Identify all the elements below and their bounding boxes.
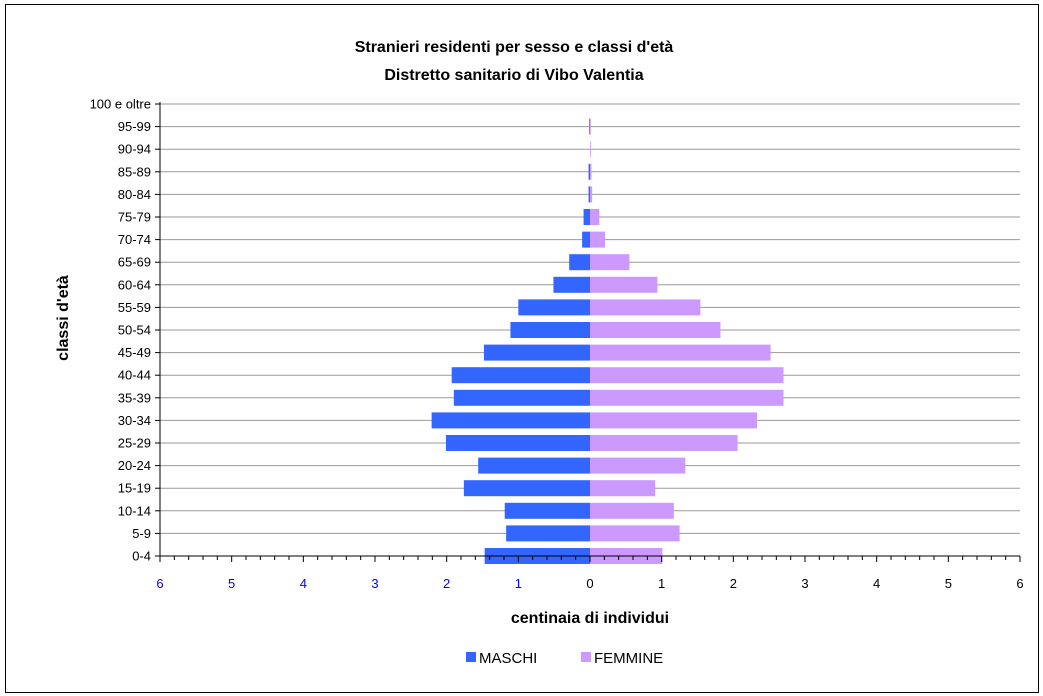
- bar-femmine-35-39: [590, 389, 784, 406]
- bar-femmine-90-94: [590, 141, 591, 158]
- bar-maschi-5-9: [506, 525, 590, 542]
- y-tick-label: 80-84: [118, 187, 151, 202]
- bar-maschi-70-74: [582, 231, 590, 248]
- x-tick-label: 4: [300, 576, 307, 591]
- y-axis-title: classi d'età: [55, 275, 72, 361]
- legend-label-maschi: MASCHI: [479, 650, 537, 667]
- legend-swatch-femmine: [581, 652, 591, 662]
- x-tick-label: 1: [658, 576, 665, 591]
- bar-femmine-75-79: [590, 209, 600, 225]
- bar-femmine-65-69: [590, 254, 630, 271]
- bar-femmine-25-29: [590, 435, 738, 451]
- x-tick-label: 3: [371, 576, 378, 591]
- bar-femmine-60-64: [590, 276, 658, 293]
- bar-maschi-30-34: [431, 412, 590, 429]
- y-tick-label: 0-4: [132, 549, 151, 564]
- bar-maschi-55-59: [518, 299, 590, 316]
- y-tick-label: 45-49: [118, 345, 151, 360]
- bar-maschi-10-14: [504, 502, 590, 519]
- y-tick-label: 70-74: [118, 232, 151, 247]
- bar-maschi-75-79: [583, 209, 590, 225]
- y-tick-label: 85-89: [118, 164, 151, 179]
- legend-label-femmine: FEMMINE: [594, 650, 663, 667]
- bar-femmine-45-49: [590, 344, 771, 361]
- bar-femmine-15-19: [590, 480, 656, 497]
- y-tick-label: 35-39: [118, 390, 151, 405]
- bar-maschi-95-99: [589, 118, 591, 135]
- y-tick-label: 50-54: [118, 323, 151, 338]
- y-tick-labels: 0-4 5-9 10-14 15-19 20-24 25-29 30-34 35-39 40-4…: [90, 97, 151, 564]
- y-tick-label: 15-19: [118, 481, 151, 496]
- x-axis-title: centinaia di individui: [511, 610, 669, 627]
- x-tick-label: 2: [443, 576, 450, 591]
- bar-maschi-60-64: [553, 276, 590, 293]
- x-tick-label: 4: [873, 576, 880, 591]
- y-tick-label: 40-44: [118, 368, 151, 383]
- y-tick-label: 95-99: [118, 119, 151, 134]
- bar-maschi-85-89: [588, 163, 590, 180]
- x-tick-label: 5: [228, 576, 235, 591]
- bar-femmine-5-9: [590, 525, 680, 542]
- x-tick-labels: 6 5 4 3 2 1 0 1 2 3 4 5 6: [156, 576, 1023, 591]
- bar-femmine-70-74: [590, 231, 606, 248]
- chart-subtitle: Distretto sanitario di Vibo Valentia: [384, 67, 643, 84]
- bar-femmine-20-24: [590, 457, 686, 474]
- y-tick-label: 30-34: [118, 413, 151, 428]
- y-tick-label: 90-94: [118, 142, 151, 157]
- y-tick-label: 10-14: [118, 503, 151, 518]
- y-tick-label: 65-69: [118, 255, 151, 270]
- legend: MASCHI FEMMINE: [466, 650, 663, 667]
- x-tick-label: 0: [586, 576, 593, 591]
- bar-maschi-25-29: [445, 435, 590, 451]
- bar-maschi-45-49: [483, 344, 590, 361]
- y-tick-label: 20-24: [118, 458, 151, 473]
- bar-femmine-85-89: [590, 163, 592, 180]
- bars: [431, 118, 784, 564]
- bar-maschi-20-24: [478, 457, 590, 474]
- bar-maschi-65-69: [569, 254, 590, 271]
- x-tick-label: 6: [1016, 576, 1023, 591]
- y-tick-label: 75-79: [118, 210, 151, 225]
- bar-femmine-80-84: [590, 186, 593, 203]
- y-tick-label: 5-9: [132, 526, 151, 541]
- bar-femmine-10-14: [590, 502, 674, 519]
- x-tick-label: 6: [156, 576, 163, 591]
- bar-maschi-50-54: [510, 322, 590, 338]
- bar-maschi-35-39: [453, 389, 590, 406]
- axes: [155, 102, 1021, 562]
- bar-maschi-40-44: [451, 367, 590, 384]
- x-tick-label: 2: [730, 576, 737, 591]
- bar-maschi-15-19: [463, 480, 590, 497]
- y-tick-label: 60-64: [118, 277, 151, 292]
- bar-femmine-30-34: [590, 412, 757, 429]
- y-tick-label: 100 e oltre: [90, 97, 151, 112]
- x-tick-label: 1: [515, 576, 522, 591]
- x-tick-label: 5: [945, 576, 952, 591]
- legend-swatch-maschi: [466, 652, 476, 662]
- bar-maschi-80-84: [588, 186, 590, 203]
- y-tick-label: 55-59: [118, 300, 151, 315]
- y-tick-label: 25-29: [118, 436, 151, 451]
- bar-femmine-55-59: [590, 299, 701, 316]
- chart-title: Stranieri residenti per sesso e classi d…: [355, 39, 674, 56]
- bar-femmine-40-44: [590, 367, 784, 384]
- bar-femmine-95-99: [590, 118, 591, 135]
- bar-femmine-50-54: [590, 322, 721, 338]
- x-tick-label: 3: [801, 576, 808, 591]
